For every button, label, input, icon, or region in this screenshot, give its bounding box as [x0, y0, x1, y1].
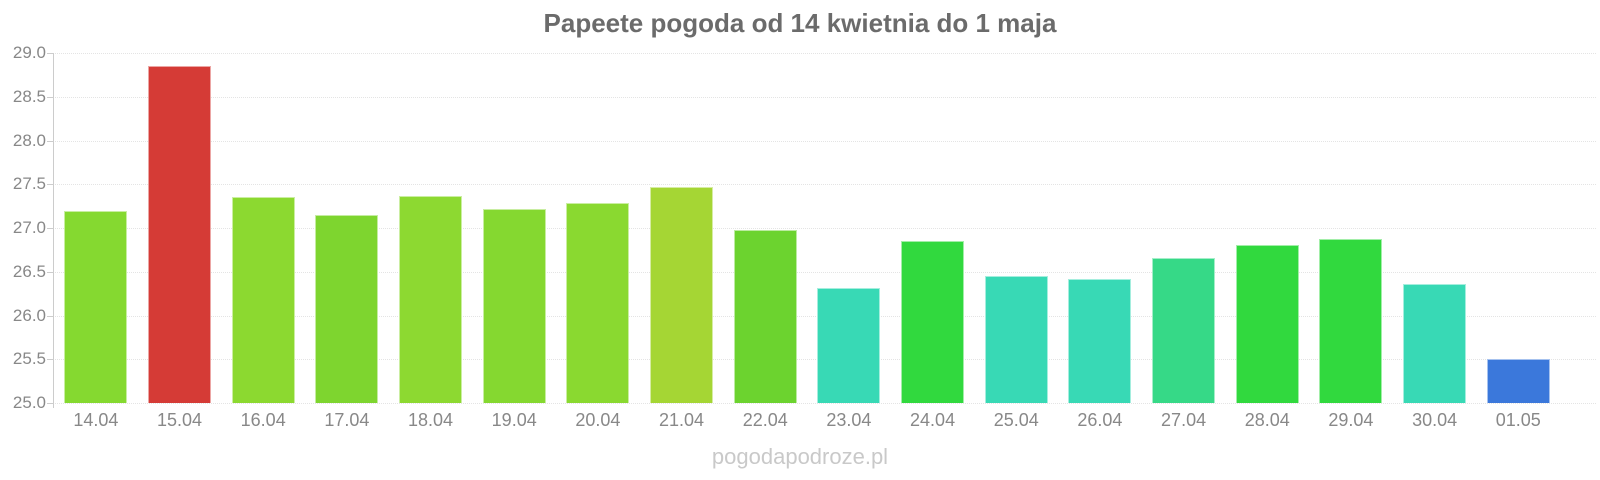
- bar-slot: [1225, 53, 1309, 403]
- x-tick-label: 20.04: [575, 410, 621, 430]
- y-tick-label: 26.5: [12, 261, 46, 281]
- x-tick-label: 21.04: [659, 410, 705, 430]
- x-tick-label: 25.04: [993, 410, 1039, 430]
- x-tick-label: 26.04: [1077, 410, 1123, 430]
- gridline: [53, 271, 1596, 273]
- bar-slot: [221, 53, 305, 403]
- chart-title: Papeete pogoda od 14 kwietnia do 1 maja: [543, 8, 1057, 38]
- bar-slot: [1393, 53, 1477, 403]
- gridline: [53, 140, 1596, 142]
- bar-slot: [640, 53, 724, 403]
- y-axis-line: [53, 53, 54, 408]
- x-tick-label: 29.04: [1328, 410, 1374, 430]
- gridline: [53, 53, 1596, 54]
- x-tick-label: 01.05: [1495, 410, 1541, 430]
- bar-slot: [723, 53, 807, 403]
- bar-22.04: [733, 229, 797, 403]
- bars-container: [54, 53, 1560, 403]
- x-tick-label: 22.04: [742, 410, 788, 430]
- x-tick-label: 19.04: [491, 410, 537, 430]
- y-tick-mark: [47, 53, 53, 54]
- bar-16.04: [231, 197, 295, 403]
- y-tick-mark: [47, 315, 53, 317]
- x-axis-labels: 14.04 15.04 16.04 17.04 18.04 19.04 20.04 21.04…: [54, 406, 1560, 434]
- y-tick-label: 26.0: [12, 305, 46, 325]
- y-tick-label: 27.5: [12, 174, 46, 194]
- y-tick-label: 25.0: [12, 393, 46, 412]
- bar-slot: [1142, 53, 1226, 403]
- x-tick-label: 28.04: [1244, 410, 1290, 430]
- bar-slot: [138, 53, 222, 403]
- y-tick-label: 25.5: [12, 349, 46, 369]
- watermark: pogodapodroze.pl: [711, 444, 889, 469]
- bar-18.04: [399, 195, 463, 403]
- bar-slot: [556, 53, 640, 403]
- x-tick-label: 23.04: [826, 410, 872, 430]
- y-tick-mark: [47, 403, 53, 404]
- x-tick-label: 30.04: [1412, 410, 1458, 430]
- bar-slot: [1309, 53, 1393, 403]
- bar-30.04: [1403, 284, 1467, 403]
- x-tick-label: 24.04: [910, 410, 956, 430]
- bar-01.05: [1486, 359, 1550, 403]
- y-tick-mark: [47, 228, 53, 229]
- x-tick-label: 18.04: [408, 410, 454, 430]
- y-tick-mark: [47, 140, 53, 142]
- x-tick-label: 16.04: [240, 410, 286, 430]
- bar-28.04: [1235, 244, 1299, 403]
- bar-slot: [472, 53, 556, 403]
- x-tick-label: 17.04: [324, 410, 370, 430]
- y-tick-label: 29.0: [12, 43, 46, 62]
- bar-27.04: [1152, 257, 1216, 403]
- y-tick-label: 28.0: [12, 130, 46, 150]
- bar-21.04: [650, 186, 714, 403]
- bar-25.04: [984, 276, 1048, 403]
- bar-slot: [974, 53, 1058, 403]
- bar-slot: [891, 53, 975, 403]
- y-tick-mark: [47, 96, 53, 98]
- bar-15.04: [148, 66, 211, 403]
- x-tick-label: 14.04: [73, 410, 119, 430]
- gridline: [53, 228, 1596, 229]
- y-tick-mark: [47, 359, 53, 361]
- bar-29.04: [1319, 239, 1383, 403]
- bar-slot: [1058, 53, 1142, 403]
- bar-slot: [54, 53, 138, 403]
- bar-slot: [305, 53, 389, 403]
- bar-slot: [389, 53, 473, 403]
- bar-26.04: [1068, 278, 1132, 403]
- gridline: [53, 184, 1596, 186]
- gridline: [53, 403, 1596, 404]
- bar-24.04: [901, 241, 965, 403]
- gridline: [53, 96, 1596, 98]
- bar-14.04: [64, 210, 128, 403]
- x-tick-label: 15.04: [156, 410, 203, 430]
- bar-20.04: [566, 202, 630, 403]
- bar-17.04: [315, 214, 379, 403]
- bar-19.04: [482, 208, 546, 403]
- x-tick-label: 27.04: [1161, 410, 1207, 430]
- bar-23.04: [817, 287, 881, 403]
- bar-slot: [1476, 53, 1560, 403]
- y-tick-label: 27.0: [12, 218, 46, 237]
- y-axis-labels: 25.0 25.5 26.0 26.5 27.0 27.5 28.0 28.5 29.0: [0, 0, 48, 480]
- bar-slot: [807, 53, 891, 403]
- y-tick-mark: [47, 271, 53, 273]
- y-tick-label: 28.5: [12, 86, 46, 106]
- y-tick-mark: [47, 184, 53, 186]
